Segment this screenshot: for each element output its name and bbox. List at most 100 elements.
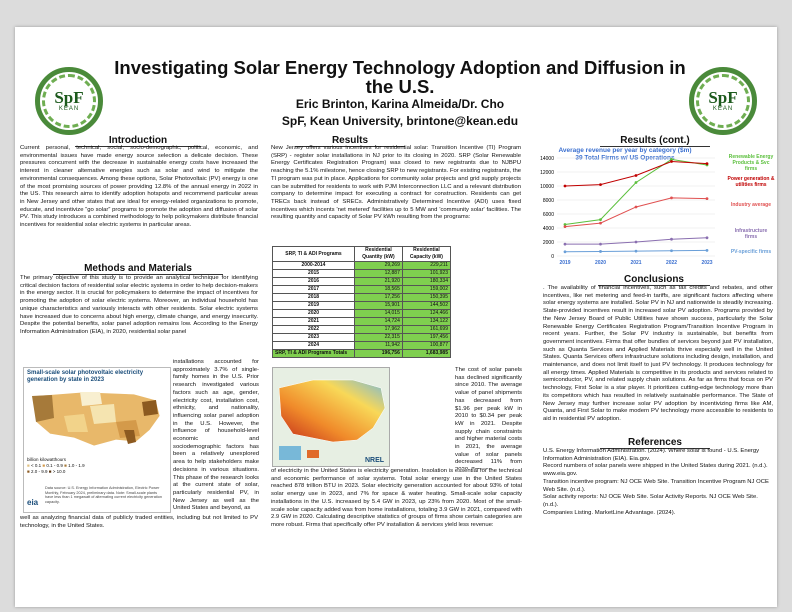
table-total-cell: 196,756	[354, 349, 403, 358]
methods-text-side: installations accounted for approximatel…	[173, 359, 259, 512]
table-value-cell: 159,002	[401, 285, 452, 294]
poster: SpF KEAN SpF KEAN Investigating Solar En…	[15, 27, 777, 607]
solar-map-figure: Small-scale solar photovoltaic electrici…	[23, 367, 171, 513]
legend-item: < 0.1	[30, 463, 42, 468]
y-tick-label: 2000	[543, 240, 554, 246]
table-value-cell: 180,334	[401, 277, 452, 286]
y-tick-label: 14000	[540, 156, 554, 162]
legend-item: 0.1 - 0.9	[46, 463, 63, 468]
table-header: Residential Capacity (kW)	[401, 246, 452, 262]
y-tick-label: 0	[551, 254, 554, 260]
table-value-cell: 100,877	[401, 341, 452, 350]
data-point	[705, 249, 709, 252]
table-total-cell: 1,683,985	[401, 349, 452, 358]
x-tick-label: 2023	[701, 260, 712, 266]
x-tick-label: 2019	[559, 260, 570, 266]
references-list: U.S. Energy Information Administration. …	[543, 448, 773, 538]
poster-title: Investigating Solar Energy Technology Ad…	[114, 57, 686, 97]
reference-item: Transition incentive program: NJ OCE Web…	[543, 478, 769, 493]
nrel-logo: NREL	[365, 457, 385, 464]
table-value-cell: 21,920	[354, 277, 403, 286]
series-line	[564, 158, 708, 225]
data-point	[599, 218, 602, 221]
table-year-cell: 2015	[272, 269, 355, 278]
y-tick-label: 6000	[543, 212, 554, 218]
table-value-cell: 12,887	[354, 269, 403, 278]
insolation-map: NREL	[278, 379, 386, 464]
data-point	[634, 174, 638, 177]
results-cont-heading: Results (cont.)	[600, 135, 710, 147]
methods-text-top: The primary objective of this study is t…	[20, 275, 258, 335]
data-point	[634, 249, 638, 253]
table-value-cell: 14,015	[354, 309, 403, 318]
table-value-cell: 17,962	[354, 325, 403, 334]
table-row: 2023 22,315 197,456	[272, 333, 452, 342]
table-year-cell: 2018	[272, 293, 355, 302]
legend-item: > 10.0	[52, 469, 66, 474]
map-title: Small-scale solar photovoltaic electrici…	[27, 370, 144, 383]
map-legend: ■ < 0.1 ■ 0.1 - 0.9 ■ 1.0 - 1.9 ■ 2.0 - …	[27, 463, 85, 474]
table-value-cell: 22,315	[354, 333, 403, 342]
x-tick-label: 2020	[595, 260, 606, 266]
table-year-cell: 2022	[272, 325, 355, 334]
table-value-cell: 197,456	[401, 333, 452, 342]
results-text-top: New Jersey offers various incentives for…	[271, 145, 521, 221]
table-header: SRP, TI & ADI Programs	[272, 246, 355, 262]
solar-resource-map: NREL	[272, 367, 390, 467]
data-point	[599, 242, 602, 246]
data-point	[705, 236, 709, 240]
eia-logo: eia	[27, 498, 39, 507]
data-point	[705, 197, 709, 200]
data-point	[670, 158, 673, 161]
results-table: SRP, TI & ADI Programs Residential Quant…	[272, 246, 452, 358]
legend-item: 1.0 - 1.9	[68, 463, 85, 468]
conclusions-heading: Conclusions	[598, 274, 710, 286]
x-tick-label: 2022	[666, 260, 677, 266]
map-legend-title: billion kilowatthours	[27, 457, 67, 462]
table-value-cell: 29,269	[354, 261, 403, 270]
table-value-cell: 161,699	[401, 325, 452, 334]
conclusions-text: . The availability of financial incentiv…	[543, 285, 773, 422]
data-point	[634, 181, 638, 184]
table-year-cell: 2023	[272, 333, 355, 342]
right-logo: SpF KEAN	[689, 67, 757, 135]
table-row: 2000-2014 29,269 229,211	[272, 261, 452, 270]
intro-heading: Introduction	[75, 135, 201, 147]
series-label: PV-specific firms	[731, 249, 772, 255]
data-point	[563, 184, 567, 188]
table-row: 2022 17,962 161,699	[272, 325, 452, 334]
methods-text-bottom: well as analyzing financial data of publ…	[20, 515, 258, 529]
y-tick-label: 4000	[543, 226, 554, 232]
series-line	[564, 197, 708, 228]
data-point	[670, 237, 673, 241]
data-point	[670, 249, 673, 253]
methods-heading: Methods and Materials	[53, 263, 223, 275]
data-point	[634, 240, 638, 244]
series-label: Power generation & utilities firms	[728, 176, 775, 188]
poster-affiliation: SpF, Kean University, brintone@kean.edu	[281, 114, 519, 128]
data-point	[634, 205, 638, 209]
data-point	[705, 162, 709, 165]
series-label: Renewable Energy Products & Svc firms	[729, 154, 774, 172]
reference-item: Record numbers of solar panels were ship…	[543, 463, 768, 478]
data-point	[563, 242, 567, 246]
table-row: 2019 15,901 144,502	[272, 301, 452, 310]
results-heading: Results	[295, 135, 405, 147]
reference-item: U.S. Energy Information Administration. …	[543, 448, 760, 462]
table-value-cell: 17,256	[354, 293, 403, 302]
us-states-map	[31, 391, 161, 447]
x-tick-label: 2021	[630, 260, 641, 266]
table-row: 2018 17,256 150,395	[272, 293, 452, 302]
data-point	[599, 183, 602, 186]
table-value-cell: 150,395	[401, 293, 452, 302]
table-year-cell: 2021	[272, 317, 355, 326]
table-value-cell: 11,942	[354, 341, 403, 350]
table-row: 2017 18,565 159,002	[272, 285, 452, 294]
references-heading: References	[600, 437, 710, 449]
table-row: 2024 11,942 100,877	[272, 341, 452, 350]
table-header: Residential Quantity (kW)	[354, 246, 403, 262]
table-value-cell: 134,122	[401, 317, 452, 326]
series-label: Infrastructure firms	[735, 228, 768, 240]
results-text-bottom: of electricity in the United States is e…	[271, 468, 522, 528]
table-year-cell: 2020	[272, 309, 355, 318]
